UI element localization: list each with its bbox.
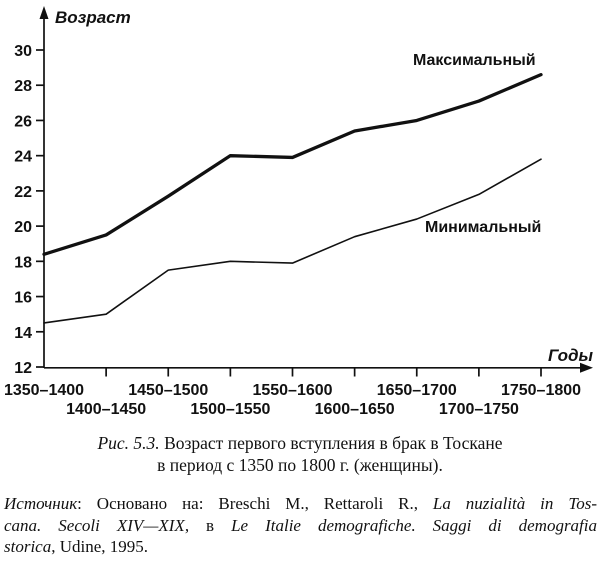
- marriage-age-chart: 30 28 26 24 22 20 18 16 14 12 1350–1400 1400–1450 14…: [4, 6, 593, 418]
- caption-line1: Возраст первого вступления в брак в Тоск…: [159, 433, 503, 453]
- series-line-maximum: [42, 73, 543, 256]
- series-label-maximum: Максимальный: [413, 52, 536, 69]
- chart-canvas: 30 28 26 24 22 20 18 16 14 12 1350–1400 1400–1450 14…: [4, 6, 593, 418]
- source-line-1: Источник: Основано на: Breschi M., Retta…: [4, 493, 597, 515]
- source-title-italic: cana. Secoli XIV—XIX: [4, 515, 185, 535]
- x-axis-arrow-icon: [580, 362, 593, 373]
- series-line-minimum: [43, 158, 542, 324]
- x-tick-label: 1700–1750: [439, 401, 519, 418]
- caption-line2: в период с 1350 по 1800 г. (женщины).: [157, 455, 443, 475]
- y-tick-label: 28: [14, 78, 32, 95]
- x-tick-label: 1650–1700: [377, 382, 457, 399]
- source-line-3: storica, Udine, 1995.: [4, 536, 597, 558]
- figure-caption: Рис. 5.3. Возраст первого вступления в б…: [0, 432, 600, 476]
- source-word-istochnik: Источник: [4, 494, 78, 513]
- y-axis-arrow-icon: [39, 6, 49, 19]
- y-tick-label: 24: [14, 149, 32, 166]
- y-tick-label: 22: [14, 184, 32, 201]
- y-axis-title: Возраст: [55, 8, 131, 27]
- source-title-italic: storica: [4, 537, 52, 556]
- source-note: Источник: Основано на: Breschi M., Retta…: [4, 493, 597, 558]
- source-text: , Udine, 1995.: [51, 537, 149, 556]
- x-tick-label: 1750–1800: [501, 382, 581, 399]
- y-tick-label: 12: [14, 360, 32, 377]
- x-tick-label: 1450–1500: [128, 382, 208, 399]
- x-tick-label: 1550–1600: [252, 382, 332, 399]
- y-tick-label: 16: [14, 290, 32, 307]
- source-text: : Основано на: Breschi M., Rettaroli R.,: [77, 494, 433, 513]
- y-tick-label: 14: [14, 325, 32, 342]
- y-tick-label: 18: [14, 254, 32, 271]
- source-text: , в: [184, 515, 232, 535]
- series-label-minimum: Минимальный: [425, 219, 542, 236]
- x-tick-label: 1400–1450: [66, 401, 146, 418]
- source-title-italic: La nuzialità in Tos-: [432, 494, 597, 513]
- source-title-italic: Le Italie demografiche. Saggi di demogra…: [231, 515, 598, 535]
- x-axis-title: Годы: [548, 346, 593, 365]
- x-tick-label: 1600–1650: [315, 401, 395, 418]
- y-tick-label: 20: [14, 219, 32, 236]
- x-tick-label: 1500–1550: [190, 401, 270, 418]
- source-line-2: cana. Secoli XIV—XIX, в Le Italie demogr…: [4, 515, 597, 537]
- figure-number: Рис. 5.3.: [97, 433, 160, 453]
- y-tick-label: 30: [14, 43, 32, 60]
- x-tick-label: 1350–1400: [4, 382, 84, 399]
- y-tick-label: 26: [14, 113, 32, 130]
